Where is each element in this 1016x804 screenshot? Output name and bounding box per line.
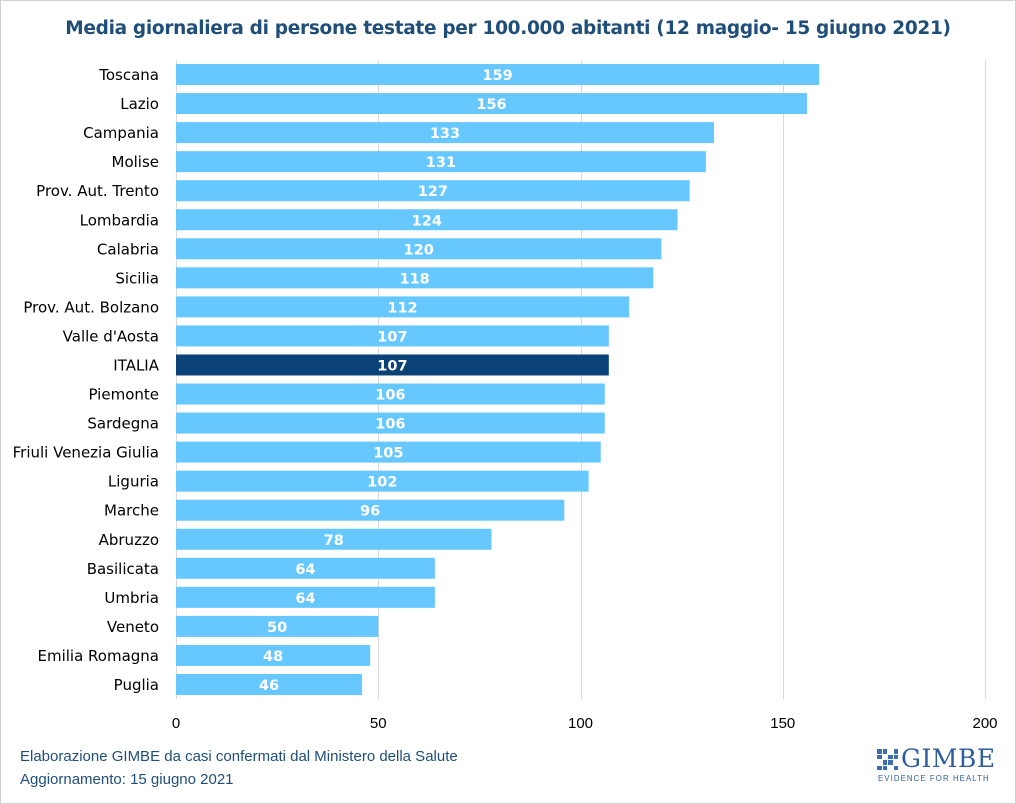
x-tick-label: 150 [770, 715, 795, 732]
category-label: Toscana [98, 66, 159, 84]
data-label: 107 [377, 329, 407, 345]
category-label: Puglia [114, 676, 159, 694]
bar [176, 673, 363, 695]
data-label: 78 [324, 533, 344, 549]
category-label: Lazio [120, 95, 159, 113]
data-label: 133 [430, 126, 460, 142]
category-label: Sardegna [87, 415, 159, 433]
bar [176, 470, 589, 492]
category-label: Friuli Venezia Giulia [13, 444, 159, 462]
logo-wordmark: GIMBE [901, 744, 996, 773]
bar [176, 354, 609, 376]
data-label: 50 [267, 620, 287, 636]
bar [176, 64, 820, 86]
category-label: Liguria [108, 473, 159, 491]
category-label: Prov. Aut. Bolzano [23, 298, 159, 316]
footer-source: Elaborazione GIMBE da casi confermati da… [20, 748, 458, 765]
category-label: Calabria [97, 240, 159, 258]
x-tick-label: 200 [972, 715, 997, 732]
gimbe-logo: GIMBE EVIDENCE FOR HEALTH [877, 744, 997, 789]
category-label: Marche [104, 502, 159, 520]
data-label: 96 [360, 504, 380, 520]
data-label: 120 [404, 242, 434, 258]
category-label: Umbria [104, 589, 159, 607]
data-label: 106 [375, 417, 405, 433]
x-tick-label: 100 [568, 715, 593, 732]
logo-tagline: EVIDENCE FOR HEALTH [878, 774, 990, 783]
category-label: Valle d'Aosta [63, 327, 159, 345]
bar [176, 180, 690, 202]
x-tick-label: 50 [370, 715, 387, 732]
category-label: Lombardia [80, 211, 159, 229]
category-label: Prov. Aut. Trento [36, 182, 159, 200]
category-label: Abruzzo [99, 531, 159, 549]
data-label: 64 [295, 591, 315, 607]
data-label: 107 [377, 358, 407, 374]
data-label: 106 [375, 388, 405, 404]
data-label: 48 [263, 649, 283, 665]
bar [176, 441, 601, 463]
bar [176, 412, 605, 434]
data-label: 131 [426, 155, 456, 171]
data-label: 105 [373, 446, 403, 462]
bar [176, 93, 808, 115]
category-label: Molise [112, 153, 160, 171]
bar [176, 267, 654, 289]
data-label: 156 [476, 97, 506, 113]
data-label: 112 [387, 300, 417, 316]
bar [176, 209, 678, 231]
bar [176, 296, 630, 318]
bar [176, 122, 714, 144]
category-label: Piemonte [88, 386, 159, 404]
bar [176, 325, 609, 347]
category-label: Campania [83, 124, 159, 142]
data-label: 124 [412, 213, 442, 229]
data-label: 102 [367, 475, 397, 491]
bar [176, 615, 379, 637]
data-label: 127 [418, 184, 448, 200]
x-tick-label: 0 [172, 715, 180, 732]
bar [176, 499, 565, 521]
data-label: 118 [400, 271, 430, 287]
bar [176, 383, 605, 405]
bar [176, 238, 662, 260]
data-label: 46 [259, 678, 279, 694]
bar [176, 557, 435, 579]
chart-title: Media giornaliera di persone testate per… [65, 18, 951, 39]
category-label: ITALIA [113, 356, 159, 374]
category-label: Sicilia [115, 269, 159, 287]
footer-update: Aggiornamento: 15 giugno 2021 [20, 771, 234, 788]
bar [176, 644, 371, 666]
bar [176, 151, 706, 173]
category-label: Basilicata [87, 560, 159, 578]
category-label: Emilia Romagna [37, 647, 159, 665]
bar [176, 586, 435, 608]
data-label: 159 [482, 68, 512, 84]
category-label: Veneto [107, 618, 159, 636]
logo-grid-icon [877, 749, 898, 770]
bar [176, 528, 492, 550]
data-label: 64 [295, 562, 315, 578]
